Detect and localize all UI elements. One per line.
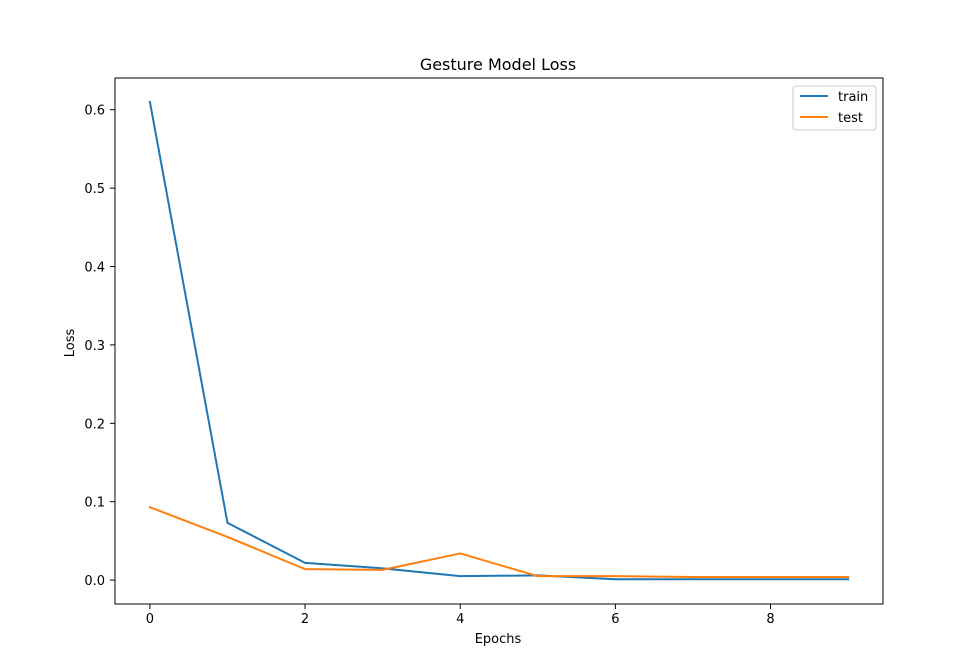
plot-area [114,77,884,605]
x-axis-ticks: 0 2 4 6 8 [146,604,775,627]
legend-label-test: test [838,111,863,126]
y-tick-label: 0.5 [84,182,105,197]
series-line-train [148,100,850,581]
x-axis-label: Epochs [475,632,522,647]
y-tick-label: 0.1 [84,496,105,511]
y-tick-label: 0.0 [84,574,105,589]
x-tick-label: 2 [301,612,309,627]
series-line-test [148,505,850,578]
y-axis-ticks: 0.0 0.1 0.2 0.3 0.4 0.5 0.6 [84,104,115,589]
y-tick-label: 0.6 [84,104,105,119]
y-tick-label: 0.2 [84,417,105,432]
x-tick-label: 6 [611,612,619,627]
y-axis-label: Loss [63,329,78,358]
x-tick-label: 8 [766,612,774,627]
series-lines [148,100,850,581]
y-tick-label: 0.4 [84,261,105,276]
x-tick-label: 4 [456,612,464,627]
legend: train test [792,85,877,131]
x-tick-label: 0 [146,612,154,627]
y-tick-label: 0.3 [84,339,105,354]
legend-label-train: train [838,90,868,105]
chart-title: Gesture Model Loss [420,55,576,74]
